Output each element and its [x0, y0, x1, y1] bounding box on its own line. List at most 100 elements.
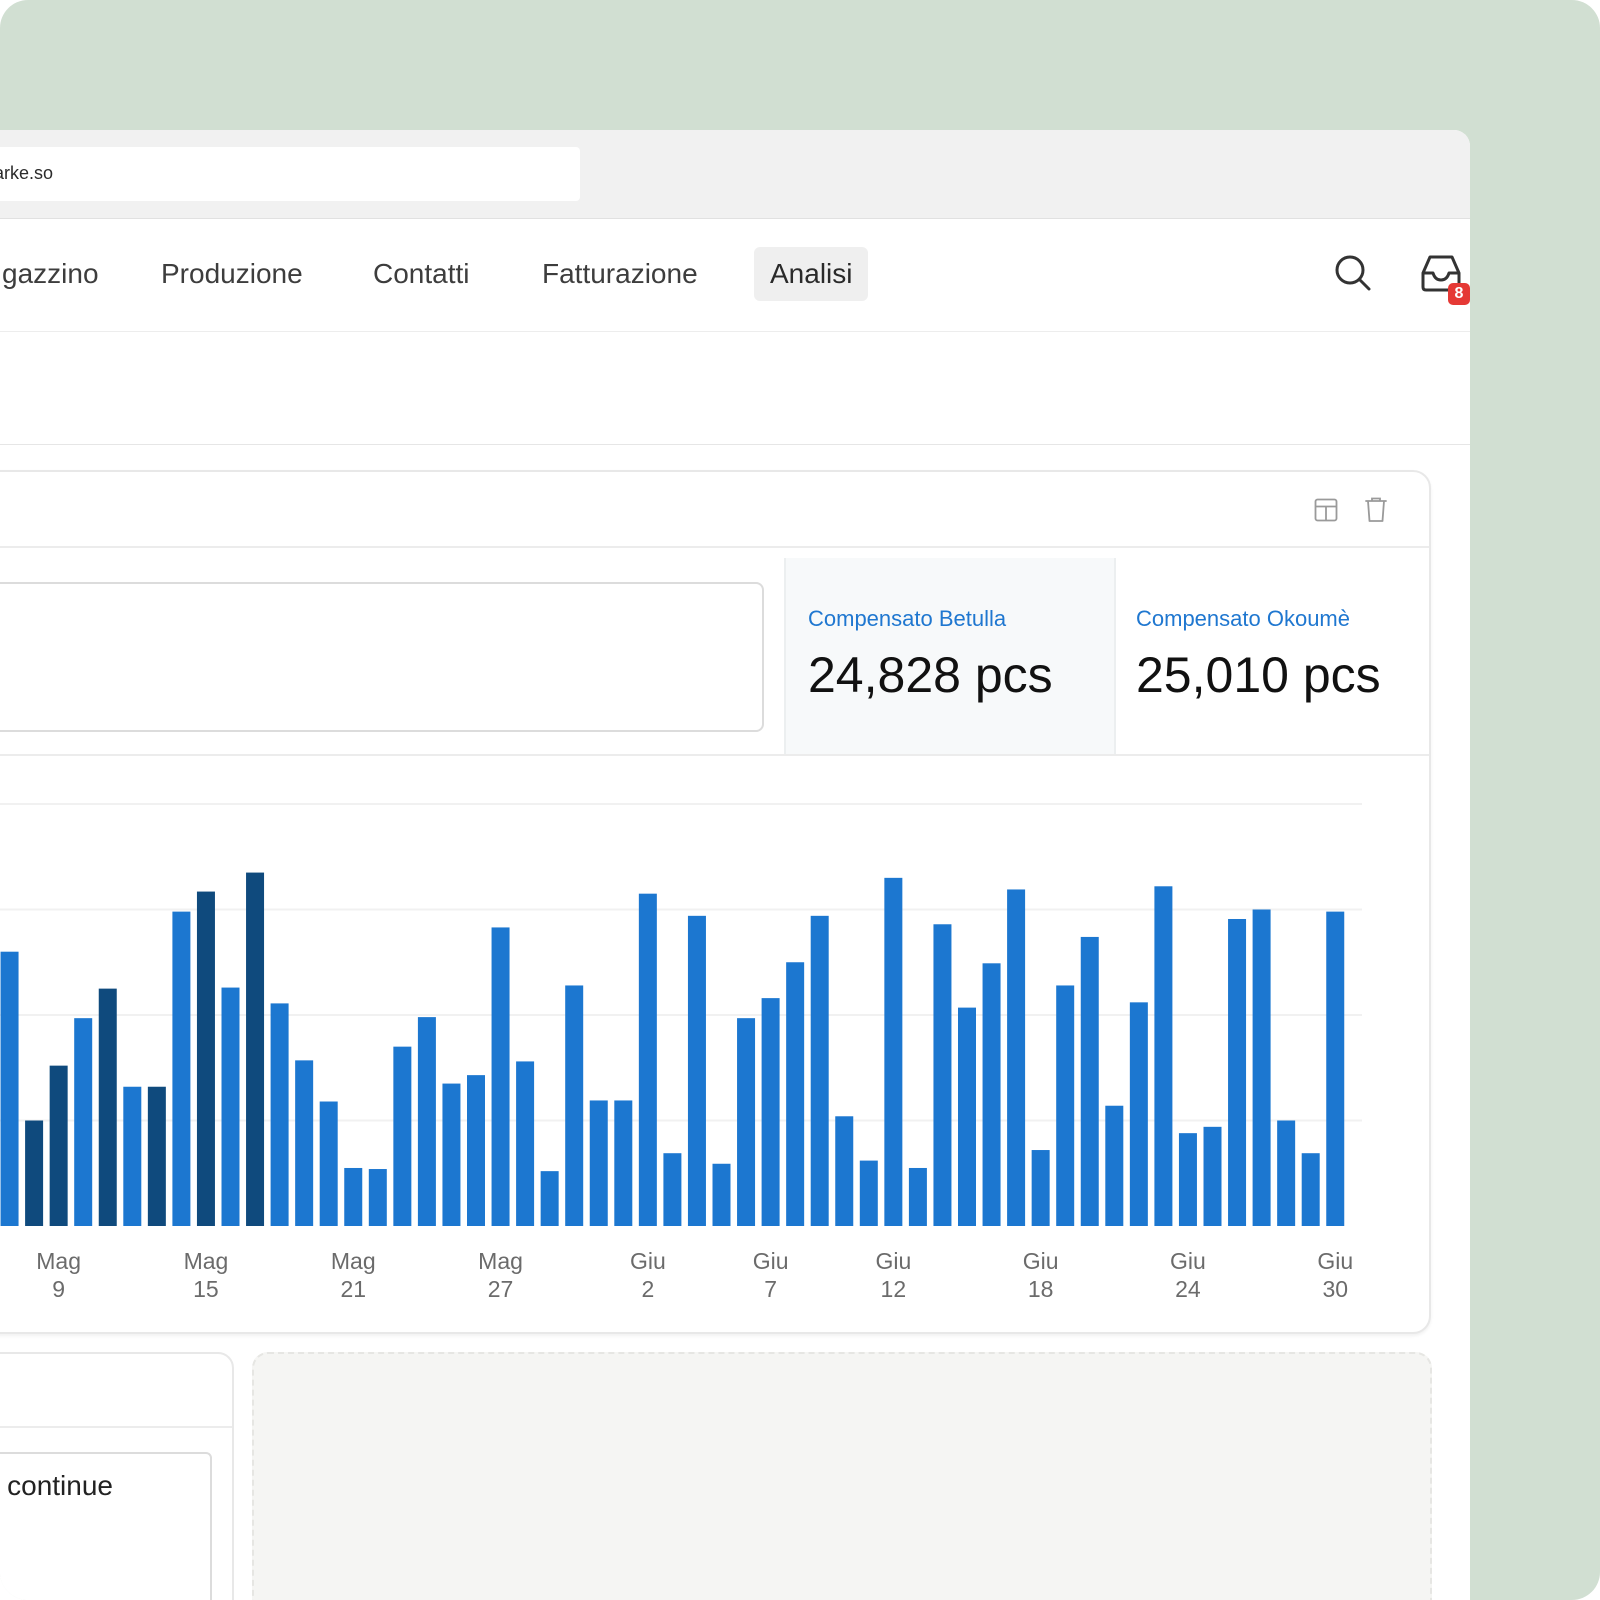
layout-icon[interactable]	[1314, 498, 1338, 522]
chart-bar[interactable]	[638, 893, 657, 1226]
chart-bar[interactable]	[859, 1160, 878, 1226]
chart-bar[interactable]	[786, 962, 805, 1226]
x-tick-month: Mag	[36, 1248, 81, 1274]
x-tick-month: Giu	[630, 1248, 666, 1274]
notes-input[interactable]: te continue	[0, 1452, 212, 1600]
x-tick-month: Giu	[1170, 1248, 1206, 1274]
divider	[0, 1426, 232, 1428]
nav-item-produzione[interactable]: Produzione	[161, 258, 303, 289]
chart-bar[interactable]	[49, 1065, 68, 1226]
chart-bar[interactable]	[74, 1018, 93, 1226]
chart-bar[interactable]	[712, 1163, 731, 1226]
chart-bar[interactable]	[417, 1017, 436, 1226]
x-tick-day: 12	[881, 1276, 907, 1302]
chart-bar[interactable]	[1080, 936, 1099, 1226]
nav-item-contatti[interactable]: Contatti	[373, 258, 470, 289]
chart-bar[interactable]	[344, 1167, 363, 1226]
chart-bar[interactable]	[958, 1007, 976, 1226]
chart-bar[interactable]	[687, 915, 706, 1226]
x-tick-month: Mag	[331, 1248, 376, 1274]
address-url: arke.so	[0, 163, 54, 183]
chart-bar[interactable]	[1228, 918, 1247, 1226]
chart-bar[interactable]	[123, 1086, 142, 1226]
chart-bar[interactable]	[761, 998, 780, 1226]
metric-value: 24,828 pcs	[808, 647, 1053, 703]
x-tick-day: 7	[764, 1276, 777, 1302]
chart-bar[interactable]	[835, 1116, 854, 1226]
divider	[0, 754, 1429, 756]
chart-bar[interactable]	[98, 988, 117, 1226]
x-tick-day: 27	[488, 1276, 514, 1302]
chart-bar[interactable]	[884, 877, 903, 1226]
chart-bar[interactable]	[565, 985, 584, 1226]
chart-bar[interactable]	[1277, 1120, 1296, 1227]
chart-bar[interactable]	[1178, 1133, 1197, 1226]
chart-bar[interactable]	[810, 915, 829, 1226]
search-icon[interactable]	[1333, 253, 1373, 293]
chart-bar[interactable]	[1326, 911, 1345, 1226]
page-toolbar	[0, 332, 1470, 445]
trash-icon[interactable]	[1364, 496, 1388, 524]
chart-bar[interactable]	[1031, 1150, 1050, 1226]
chart-bar[interactable]	[908, 1167, 927, 1226]
empty-widget-slot[interactable]	[252, 1352, 1432, 1600]
chart-bar[interactable]	[491, 927, 510, 1226]
chart-bar[interactable]	[540, 1171, 559, 1226]
chart-bar[interactable]	[737, 1018, 756, 1226]
chart-bar[interactable]	[1129, 1002, 1148, 1226]
chart-bar[interactable]	[982, 963, 1001, 1226]
chart-bar[interactable]	[1007, 889, 1026, 1226]
metric-compensato-okoume: Compensato Okoumè 25,010 pcs	[1114, 558, 1427, 754]
chart-bar[interactable]	[1056, 985, 1075, 1226]
notes-card: te continue	[0, 1352, 234, 1600]
chart-bar[interactable]	[319, 1101, 338, 1226]
chart-bar[interactable]	[1154, 886, 1173, 1226]
chart-bar[interactable]	[467, 1075, 485, 1226]
chart-bar[interactable]	[147, 1086, 166, 1226]
x-tick-month: Mag	[478, 1248, 523, 1274]
x-tick-month: Giu	[1023, 1248, 1059, 1274]
chart-bar[interactable]	[221, 987, 240, 1226]
chart-bar[interactable]	[589, 1100, 608, 1226]
chart-bar[interactable]	[516, 1061, 535, 1226]
chart-bar[interactable]	[0, 951, 19, 1226]
chart-bar[interactable]	[172, 911, 191, 1226]
x-tick-month: Giu	[753, 1248, 789, 1274]
chart-bar[interactable]	[442, 1083, 461, 1226]
top-nav: gazzino Produzione Contatti Fatturazione…	[0, 219, 1470, 332]
nav-item-fatturazione[interactable]: Fatturazione	[542, 258, 698, 289]
production-bar-chart: Mag9Mag15Mag21Mag27Giu2Giu7Giu12Giu18Giu…	[0, 803, 1362, 1302]
chart-bar[interactable]	[1301, 1153, 1320, 1226]
chart-bar[interactable]	[295, 1060, 314, 1226]
chart-bar[interactable]	[1105, 1105, 1124, 1226]
metric-label: Compensato Betulla	[808, 606, 1007, 631]
chart-bar[interactable]	[1252, 909, 1271, 1227]
chart-bar[interactable]	[1203, 1126, 1222, 1226]
chart-bar[interactable]	[663, 1153, 682, 1226]
inbox-badge: 8	[1448, 283, 1470, 305]
card-header	[0, 472, 1429, 548]
chart-bar[interactable]	[393, 1046, 412, 1226]
chart-bar[interactable]	[196, 891, 215, 1226]
chart-bar[interactable]	[614, 1100, 633, 1226]
chart-bar[interactable]	[368, 1169, 387, 1226]
filter-input[interactable]	[0, 582, 764, 732]
nav-item-magazzino[interactable]: gazzino	[2, 258, 99, 289]
metric-label: Compensato Okoumè	[1136, 606, 1350, 631]
x-tick-month: Mag	[184, 1248, 229, 1274]
chart-bar[interactable]	[270, 1003, 289, 1226]
metric-value: 25,010 pcs	[1136, 647, 1381, 703]
x-tick-month: Giu	[875, 1248, 911, 1274]
x-tick-day: 21	[340, 1276, 366, 1302]
address-bar[interactable]: arke.so	[0, 147, 580, 201]
chart-bar[interactable]	[246, 872, 265, 1226]
x-tick-day: 30	[1322, 1276, 1348, 1302]
x-tick-day: 18	[1028, 1276, 1054, 1302]
notes-input-text: te continue	[0, 1470, 113, 1501]
nav-item-analisi[interactable]: Analisi	[754, 247, 869, 301]
x-tick-day: 24	[1175, 1276, 1201, 1302]
x-tick-month: Giu	[1317, 1248, 1353, 1274]
chart-bar[interactable]	[25, 1120, 44, 1227]
chart-bar[interactable]	[933, 924, 952, 1226]
